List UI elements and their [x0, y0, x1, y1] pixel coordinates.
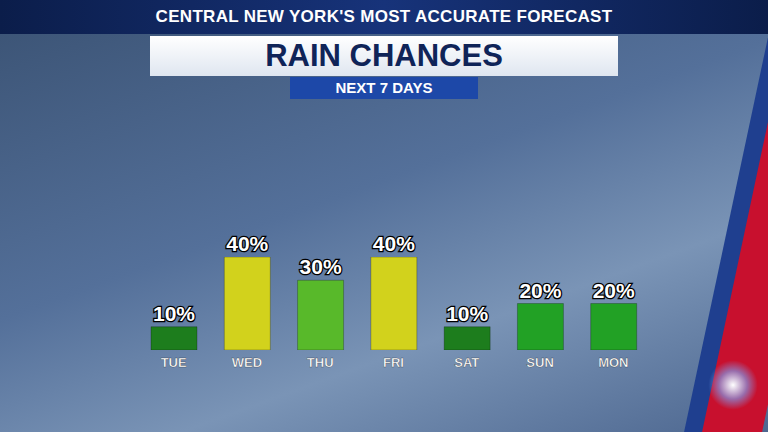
html-text:RAIN CHANCES: RAIN CHANCES: [265, 38, 503, 73]
svg-text:10%: 10%: [153, 302, 195, 325]
svg-text:FRI: FRI: [383, 355, 404, 370]
html-text:NEXT 7 DAYS: NEXT 7 DAYS: [335, 79, 433, 96]
svg-text:20%: 20%: [519, 279, 561, 302]
svg-text:10%: 10%: [446, 302, 488, 325]
svg-text:SUN: SUN: [526, 355, 553, 370]
svg-text:MON: MON: [598, 355, 628, 370]
svg-text:SAT: SAT: [454, 355, 479, 370]
svg-text:TUE: TUE: [161, 355, 187, 370]
svg-text:30%: 30%: [300, 255, 342, 278]
svg-text:40%: 40%: [373, 232, 415, 255]
svg-text:THU: THU: [307, 355, 334, 370]
svg-text:20%: 20%: [593, 279, 635, 302]
svg-text:40%: 40%: [226, 232, 268, 255]
html-text:CENTRAL NEW YORK'S MOST ACCURA: CENTRAL NEW YORK'S MOST ACCURATE FORECAS…: [155, 7, 613, 26]
svg-text:WED: WED: [232, 355, 262, 370]
